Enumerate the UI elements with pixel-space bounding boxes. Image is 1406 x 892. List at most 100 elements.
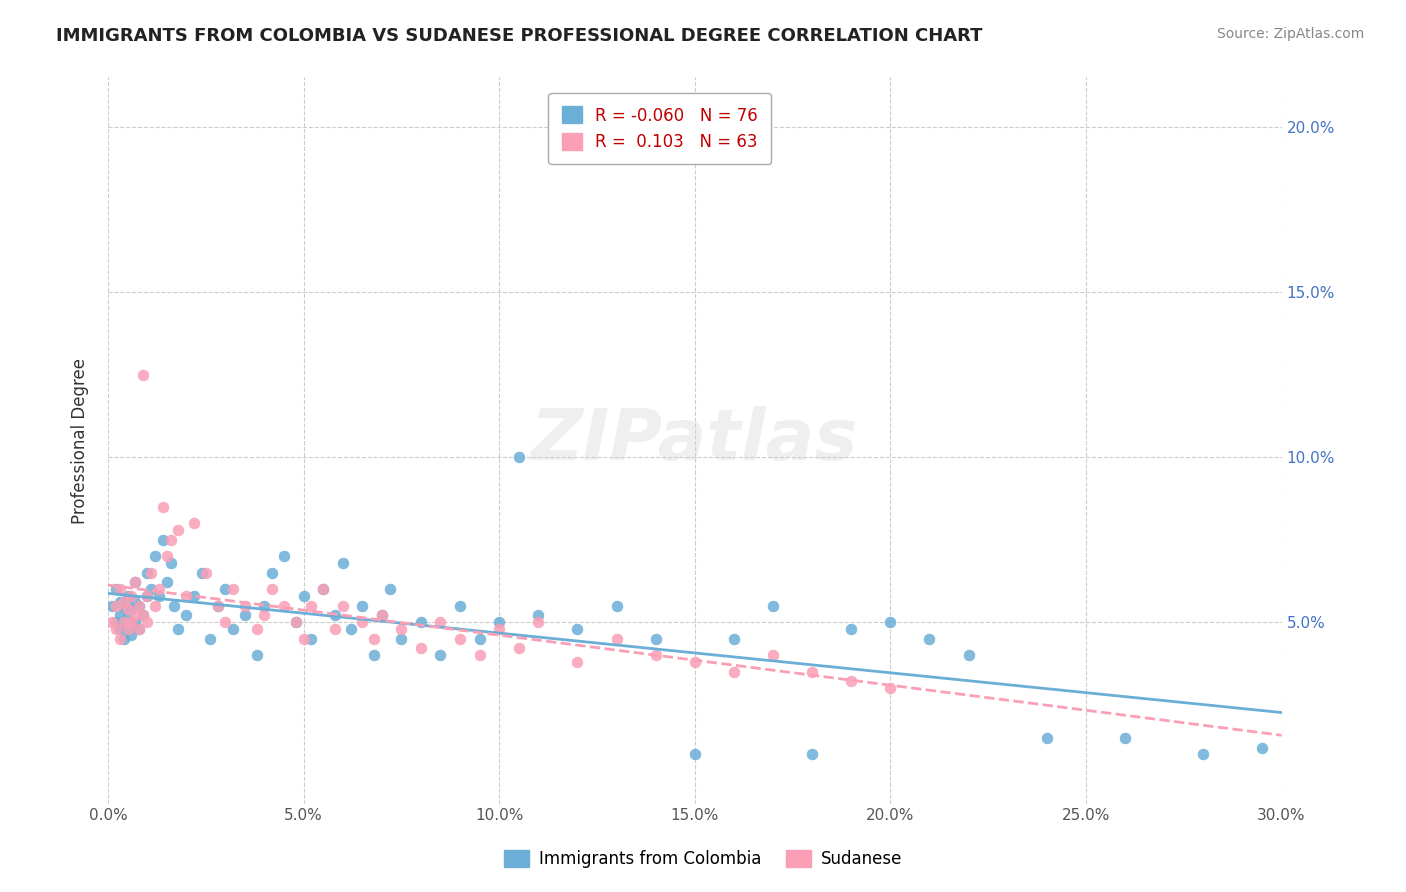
Point (644, 632, 666, 646)
Point (207, 599, 229, 613)
Point (167, 523, 190, 537)
Point (120, 628, 142, 642)
Point (148, 589, 170, 603)
Point (117, 602, 139, 616)
Point (284, 615, 307, 629)
Point (128, 599, 150, 613)
Point (371, 608, 394, 623)
Point (143, 599, 166, 613)
Point (801, 665, 824, 679)
Y-axis label: Professional Degree: Professional Degree (72, 358, 89, 524)
Point (508, 450, 530, 464)
Point (567, 622, 589, 636)
Point (409, 615, 432, 629)
Point (139, 582, 162, 596)
Point (273, 549, 295, 563)
Point (222, 622, 245, 636)
Point (152, 500, 174, 514)
Point (363, 632, 385, 646)
Point (262, 582, 284, 596)
Point (957, 648, 980, 662)
Point (605, 599, 627, 613)
Point (108, 632, 131, 646)
Point (527, 608, 550, 623)
Point (117, 622, 139, 636)
Point (132, 608, 155, 623)
Point (104, 599, 127, 613)
Point (527, 615, 550, 629)
Point (233, 608, 256, 623)
Text: Source: ZipAtlas.com: Source: ZipAtlas.com (1216, 27, 1364, 41)
Point (124, 575, 146, 590)
Point (167, 622, 190, 636)
Point (918, 632, 941, 646)
Point (108, 622, 131, 636)
Point (128, 599, 150, 613)
Point (1114, 731, 1136, 745)
Point (801, 747, 824, 761)
Point (246, 622, 269, 636)
Point (468, 648, 491, 662)
Point (1192, 747, 1215, 761)
Point (112, 595, 135, 609)
Point (174, 589, 197, 603)
Point (124, 575, 146, 590)
Point (159, 556, 181, 570)
Point (262, 566, 284, 580)
Point (488, 622, 510, 636)
Point (108, 595, 131, 609)
Point (124, 595, 146, 609)
Point (723, 665, 745, 679)
Point (339, 622, 361, 636)
Point (152, 533, 174, 547)
Point (207, 599, 229, 613)
Point (136, 589, 159, 603)
Point (839, 622, 862, 636)
Point (174, 608, 197, 623)
Point (198, 632, 221, 646)
Point (132, 608, 155, 623)
Point (352, 599, 374, 613)
Point (449, 599, 471, 613)
Point (253, 599, 276, 613)
Point (156, 549, 179, 563)
Point (143, 549, 166, 563)
Point (284, 615, 307, 629)
Text: IMMIGRANTS FROM COLOMBIA VS SUDANESE PROFESSIONAL DEGREE CORRELATION CHART: IMMIGRANTS FROM COLOMBIA VS SUDANESE PRO… (56, 27, 983, 45)
Point (214, 615, 236, 629)
Point (409, 641, 432, 656)
Point (332, 556, 354, 570)
Point (389, 632, 412, 646)
Point (104, 582, 127, 596)
Point (132, 368, 155, 382)
Point (312, 582, 335, 596)
Point (194, 566, 217, 580)
Point (120, 615, 142, 629)
Point (214, 582, 236, 596)
Point (389, 622, 412, 636)
Point (1251, 740, 1274, 755)
Point (108, 582, 131, 596)
Point (136, 589, 159, 603)
Point (159, 533, 181, 547)
Point (332, 599, 354, 613)
Point (299, 632, 322, 646)
Point (112, 599, 135, 613)
Point (101, 615, 124, 629)
Point (128, 622, 150, 636)
Point (299, 599, 322, 613)
Point (683, 655, 706, 669)
Point (839, 674, 862, 689)
Point (468, 632, 491, 646)
Point (156, 575, 179, 590)
Point (183, 516, 205, 530)
Point (449, 632, 471, 646)
Point (352, 615, 374, 629)
Point (363, 648, 385, 662)
Point (323, 608, 346, 623)
Legend: Immigrants from Colombia, Sudanese: Immigrants from Colombia, Sudanese (496, 843, 910, 875)
Point (117, 622, 139, 636)
Point (139, 566, 162, 580)
Point (191, 566, 214, 580)
Point (723, 632, 745, 646)
